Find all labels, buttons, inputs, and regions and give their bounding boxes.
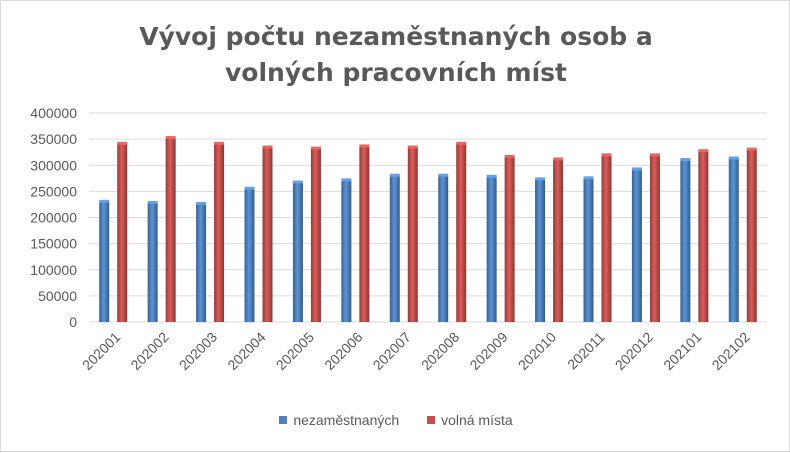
bar-vacancies [310, 148, 321, 322]
y-tick-label: 350000 [30, 131, 77, 147]
x-tick-label: 202007 [370, 329, 414, 373]
legend-item-vacancies: volná místa [427, 412, 513, 428]
y-tick-label: 150000 [30, 236, 77, 252]
bar-vacancies [262, 147, 273, 322]
bar-cap-vacancies [504, 154, 515, 158]
bar-unemployed [583, 178, 594, 322]
bar-cap-unemployed [196, 201, 207, 205]
bar-unemployed [535, 179, 546, 322]
bar-vacancies [746, 149, 757, 322]
bar-cap-vacancies [310, 146, 321, 150]
bar-cap-unemployed [244, 186, 255, 190]
bar-cap-unemployed [680, 158, 691, 162]
bar-vacancies [553, 159, 564, 322]
legend-item-unemployed: nezaměstnaných [279, 412, 399, 428]
bar-unemployed [147, 202, 158, 322]
bar-vacancies [214, 143, 225, 322]
x-tick-label: 202012 [612, 329, 656, 373]
bar-vacancies [456, 143, 467, 322]
y-tick-label: 100000 [30, 262, 77, 278]
bar-vacancies [698, 151, 709, 322]
y-tick-label: 50000 [38, 288, 77, 304]
bar-unemployed [99, 201, 110, 322]
x-tick-label: 202002 [127, 329, 171, 373]
y-tick-label: 200000 [30, 210, 77, 226]
bar-unemployed [292, 182, 303, 322]
bar-vacancies [359, 146, 370, 322]
bar-unemployed [341, 180, 352, 322]
bar-cap-vacancies [601, 153, 612, 157]
bar-cap-unemployed [389, 173, 400, 177]
y-tick-label: 250000 [30, 183, 77, 199]
bar-cap-vacancies [456, 141, 467, 145]
bar-unemployed [244, 188, 255, 322]
bar-unemployed [438, 175, 449, 322]
bar-cap-vacancies [407, 145, 418, 149]
x-tick-label: 202011 [564, 329, 608, 373]
bar-cap-vacancies [165, 136, 176, 140]
bar-vacancies [601, 155, 612, 322]
bar-unemployed [728, 158, 739, 322]
bar-cap-unemployed [341, 178, 352, 182]
bar-vacancies [407, 147, 418, 322]
bar-cap-vacancies [746, 147, 757, 151]
x-tick-label: 202101 [660, 329, 704, 373]
bar-cap-vacancies [214, 141, 225, 145]
bar-unemployed [389, 175, 400, 322]
bar-cap-vacancies [117, 141, 128, 145]
x-tick-label: 202009 [466, 329, 510, 373]
y-tick-label: 400000 [30, 105, 77, 121]
bar-cap-unemployed [535, 177, 546, 181]
x-tick-label: 202008 [418, 329, 462, 373]
bar-cap-unemployed [486, 174, 497, 178]
x-tick-label: 202010 [515, 329, 559, 373]
x-tick-label: 202001 [79, 329, 123, 373]
y-tick-label: 0 [69, 314, 77, 330]
x-tick-label: 202004 [224, 329, 268, 373]
bar-cap-unemployed [147, 200, 158, 204]
bar-unemployed [680, 160, 691, 322]
x-tick-label: 202003 [176, 329, 220, 373]
bar-unemployed [486, 176, 497, 322]
bar-cap-unemployed [292, 180, 303, 184]
bar-cap-unemployed [583, 176, 594, 180]
bar-unemployed [631, 169, 642, 322]
legend-swatch-vacancies [427, 416, 436, 424]
legend-label-unemployed: nezaměstnaných [293, 412, 400, 428]
x-tick-label: 202005 [273, 329, 317, 373]
bar-vacancies [504, 156, 515, 322]
bar-cap-vacancies [698, 149, 709, 153]
legend-label-vacancies: volná místa [441, 412, 513, 428]
bar-cap-unemployed [438, 173, 449, 177]
bar-vacancies [165, 138, 176, 322]
legend: nezaměstnaných volná místa [1, 411, 790, 428]
bar-vacancies [117, 143, 128, 322]
bar-cap-unemployed [99, 199, 110, 203]
chart-title: Vývoj počtu nezaměstnaných osob a volnýc… [139, 22, 653, 87]
bar-vacancies [649, 155, 660, 322]
bar-cap-unemployed [728, 156, 739, 160]
bar-cap-vacancies [262, 145, 273, 149]
bar-cap-vacancies [649, 153, 660, 157]
x-tick-label: 202102 [709, 329, 753, 373]
bar-cap-vacancies [553, 157, 564, 161]
bar-cap-unemployed [631, 167, 642, 171]
bar-cap-vacancies [359, 144, 370, 148]
y-tick-label: 300000 [30, 157, 77, 173]
legend-swatch-unemployed [279, 416, 288, 424]
bar-unemployed [196, 203, 207, 322]
x-tick-label: 202006 [321, 329, 365, 373]
